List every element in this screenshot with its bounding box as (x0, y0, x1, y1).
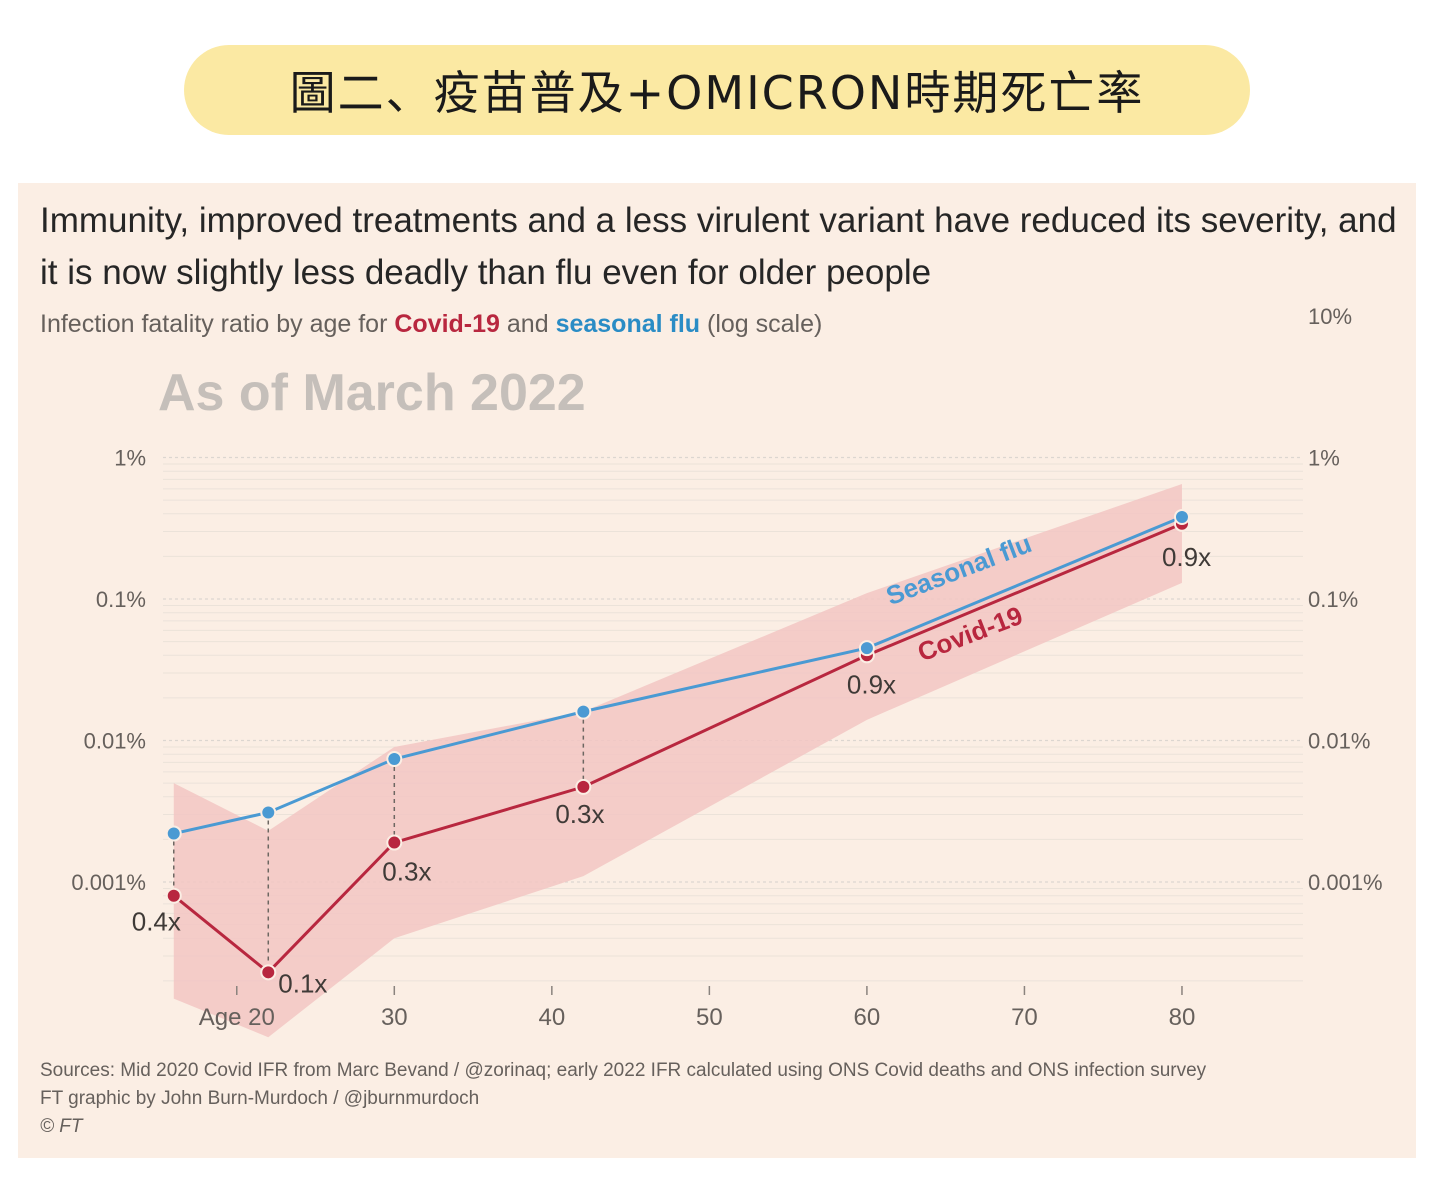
flu-point (260, 804, 277, 821)
ratio-label: 0.9x (1162, 542, 1211, 572)
ratio-label: 0.4x (132, 907, 181, 937)
covid-point (165, 887, 182, 904)
subtitle-flu: seasonal flu (555, 310, 701, 338)
x-tick-label: 30 (381, 1004, 408, 1031)
ratio-label: 0.3x (382, 857, 431, 887)
y-tick-right: 0.001% (1308, 870, 1383, 895)
y-tick-right: 0.1% (1308, 587, 1358, 612)
x-tick-label: 80 (1169, 1004, 1196, 1031)
x-tick-label: 50 (696, 1004, 723, 1031)
sources-text: Sources: Mid 2020 Covid IFR from Marc Be… (40, 1060, 1207, 1081)
ratio-label: 0.9x (847, 669, 896, 699)
ratio-label: 0.3x (555, 799, 604, 829)
y-tick-left: 0.01% (84, 729, 146, 754)
covid-point (386, 834, 403, 851)
chart-subtitle: Infection fatality ratio by age for Covi… (40, 310, 822, 339)
chart-headline: Immunity, improved treatments and a less… (40, 201, 1397, 292)
flu-point (386, 751, 403, 768)
covid-point (260, 964, 277, 981)
subtitle-covid: Covid-19 (394, 310, 500, 338)
x-tick-label: 40 (538, 1004, 565, 1031)
chart-card: Immunity, improved treatments and a less… (18, 183, 1416, 1158)
credit-text: FT graphic by John Burn-Murdoch / @jburn… (40, 1088, 480, 1109)
flu-point (575, 703, 592, 720)
subtitle-and: and (499, 310, 556, 338)
flu-point (1173, 508, 1190, 525)
x-tick-label: Age 20 (199, 1004, 275, 1031)
y-tick-right: 0.01% (1308, 729, 1370, 754)
covid-point (575, 778, 592, 795)
covid-range-band (173, 483, 1182, 1038)
x-tick-label: 60 (854, 1004, 881, 1031)
subtitle-prefix: Infection fatality ratio by age for (40, 310, 395, 338)
x-tick-label: 70 (1011, 1004, 1038, 1031)
flu-point (858, 640, 875, 657)
covid-line (172, 522, 1183, 975)
date-label: As of March 2022 (158, 364, 586, 422)
subtitle-suffix: (log scale) (700, 310, 823, 338)
chart-footer: Sources: Mid 2020 Covid IFR from Marc Be… (40, 1057, 1400, 1141)
fatality-chart: 1% 0.1% 0.01% 0.001% 10% 1% 0.1% 0.01% 0.001% Age… (71, 304, 1383, 1038)
flu-line (173, 515, 1183, 836)
y-tick-left: 1% (114, 446, 146, 471)
y-tick-right: 10% (1308, 304, 1352, 329)
y-tick-left: 0.1% (96, 587, 146, 612)
copyright-text: © FT (40, 1116, 83, 1137)
flu-point (165, 825, 182, 842)
y-tick-right: 1% (1308, 446, 1340, 471)
banner-title: 圖二、疫苗普及+OMICRON時期死亡率 (184, 45, 1250, 135)
y-tick-left: 0.001% (71, 870, 146, 895)
ratio-label: 0.1x (278, 968, 327, 998)
